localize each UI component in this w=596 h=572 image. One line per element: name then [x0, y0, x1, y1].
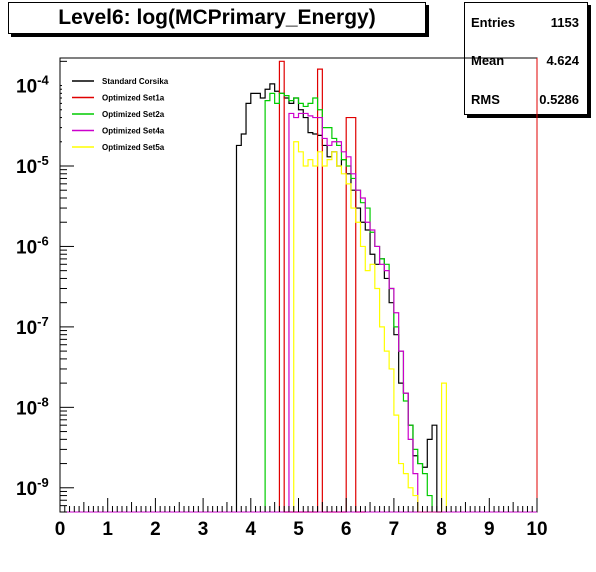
- x-tick-label: 8: [436, 519, 447, 540]
- y-tick-label: 10-5: [16, 153, 49, 178]
- stat-entries-value: 1153: [550, 15, 579, 30]
- series-0-line: [235, 83, 442, 513]
- legend-label-3: Optimized Set4a: [102, 127, 165, 136]
- series-3-line: [288, 112, 419, 512]
- stat-rms: RMS 0.5286: [471, 92, 579, 112]
- series-2-line: [264, 92, 433, 512]
- stat-mean-label: Mean: [471, 53, 505, 68]
- x-tick-label: 2: [150, 519, 161, 540]
- stat-entries-label: Entries: [471, 15, 516, 30]
- legend-label-1: Optimized Set1a: [102, 94, 165, 103]
- x-tick-label: 10: [526, 519, 547, 540]
- x-tick-label: 6: [341, 519, 352, 540]
- y-tick-label: 10-7: [16, 314, 49, 339]
- series-4-line: [293, 141, 447, 513]
- stat-rms-value: 0.5286: [539, 92, 579, 107]
- legend-label-4: Optimized Set5a: [102, 143, 165, 152]
- x-tick-label: 9: [484, 519, 495, 540]
- stat-rms-label: RMS: [471, 92, 500, 107]
- x-tick-label: 1: [102, 519, 113, 540]
- y-tick-label: 10-8: [16, 394, 49, 419]
- y-tick-label: 10-9: [16, 475, 49, 500]
- legend-label-2: Optimized Set2a: [102, 110, 165, 119]
- x-tick-label: 3: [198, 519, 209, 540]
- stat-entries: Entries 1153: [471, 15, 579, 35]
- chart-title-box: Level6: log(MCPrimary_Energy): [8, 2, 426, 34]
- x-tick-label: 7: [389, 519, 400, 540]
- chart-title: Level6: log(MCPrimary_Energy): [58, 6, 376, 29]
- y-tick-label: 10-6: [16, 233, 49, 258]
- legend-label-0: Standard Corsika: [102, 77, 169, 86]
- legend-box: [62, 74, 190, 156]
- stat-mean-value: 4.624: [546, 53, 579, 68]
- stat-mean: Mean 4.624: [471, 53, 579, 73]
- x-tick-label: 5: [293, 519, 304, 540]
- x-tick-label: 4: [246, 519, 257, 540]
- x-tick-label: 0: [55, 519, 66, 540]
- y-tick-label: 10-4: [16, 73, 49, 98]
